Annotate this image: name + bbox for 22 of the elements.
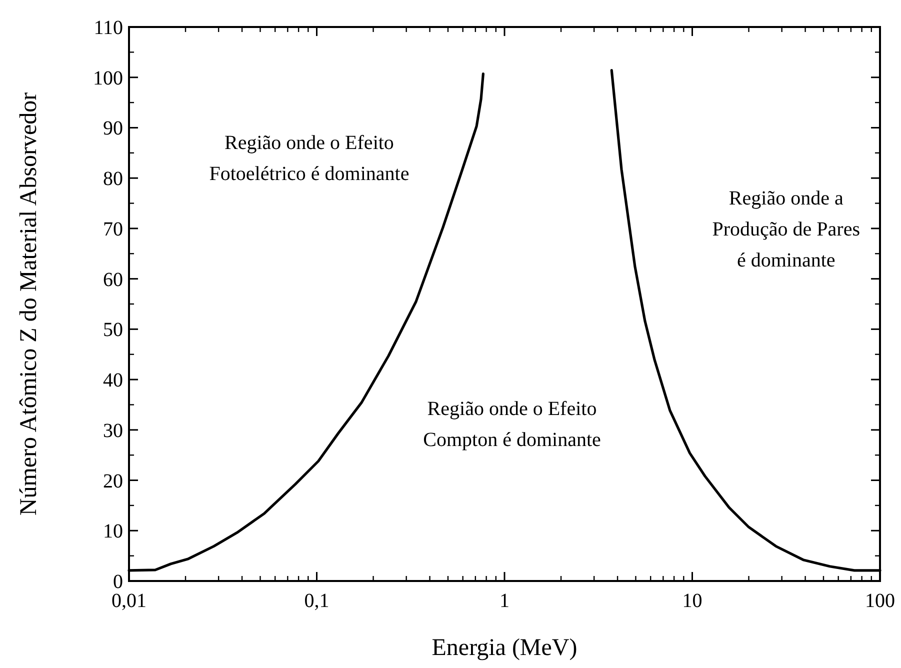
y-tick-label: 0 [113, 571, 123, 593]
y-tick-label: 50 [103, 319, 123, 342]
y-tick-label: 110 [94, 17, 123, 39]
y-tick-label: 20 [103, 470, 123, 492]
y-tick-label: 60 [103, 268, 123, 291]
y-axis-title: Número Atômico Z do Material Absorvedor [16, 92, 42, 516]
annotation: Região onde a Produção de Pares é dominante [712, 187, 860, 272]
x-tick-label: 1 [500, 590, 510, 612]
annotation: Região onde o Efeito Fotoelétrico é dominante [209, 132, 410, 185]
x-tick-label: 0,1 [304, 590, 330, 612]
y-tick-label: 100 [93, 67, 123, 90]
x-tick-label: 10 [682, 590, 702, 612]
annotation: Região onde o Efeito Compton é dominante [423, 398, 602, 451]
y-tick-label: 90 [103, 118, 123, 140]
y-tick-label: 30 [103, 420, 123, 442]
y-tick-label: 80 [103, 168, 123, 190]
y-tick-label: 70 [103, 218, 123, 240]
y-tick-label: 10 [103, 520, 123, 543]
x-axis-title: Energia (MeV) [432, 635, 578, 661]
y-tick-label: 40 [103, 370, 123, 392]
x-tick-label: 0,01 [112, 590, 146, 612]
x-tick-label: 100 [865, 590, 895, 612]
